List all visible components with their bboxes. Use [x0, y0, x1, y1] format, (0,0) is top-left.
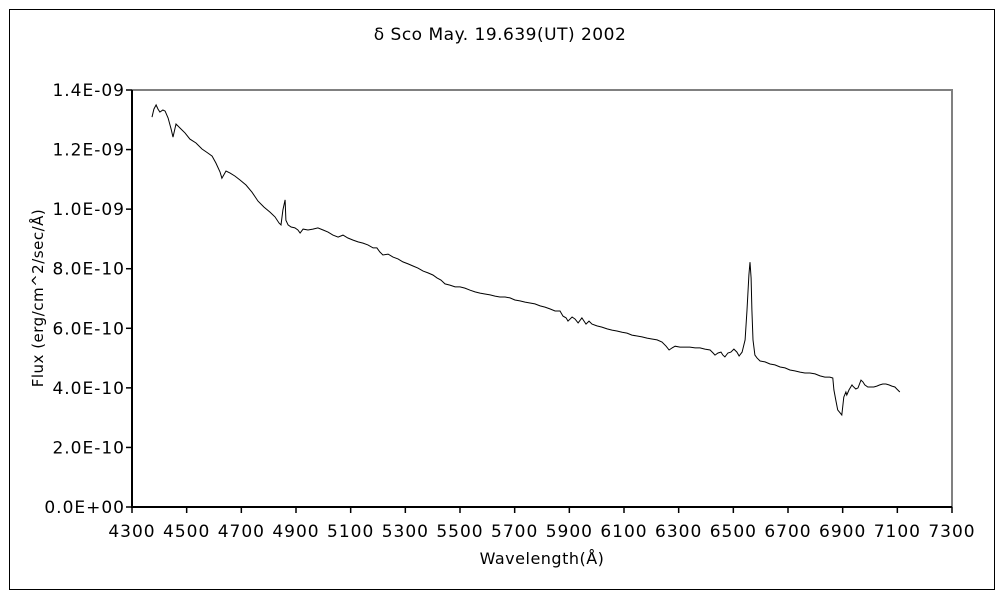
spectrum-line: [151, 103, 901, 417]
x-tick-label: 4500: [163, 522, 210, 542]
y-tick-label: 6.0E-10: [52, 319, 125, 339]
x-tick-label: 7300: [928, 522, 975, 542]
x-tick-label: 4700: [218, 522, 265, 542]
chart-title: δ Sco May. 19.639(UT) 2002: [373, 25, 627, 45]
x-tick-label: 4900: [272, 522, 319, 542]
x-tick-label: 7100: [874, 522, 921, 542]
y-tick-label: 0.0E+00: [44, 498, 125, 518]
x-tick-label: 6300: [655, 522, 702, 542]
x-tick-label: 5500: [436, 522, 483, 542]
plot-frame: [132, 89, 953, 507]
x-axis-label: Wavelength(Å): [479, 549, 605, 568]
y-tick-label: 1.4E-09: [52, 81, 125, 101]
x-tick-label: 6100: [600, 522, 647, 542]
x-tick-label: 5300: [382, 522, 429, 542]
outer-border: [9, 9, 995, 590]
x-tick-label: 5700: [491, 522, 538, 542]
y-tick-label: 1.0E-09: [52, 200, 125, 220]
x-tick-label: 6900: [819, 522, 866, 542]
x-tick-label: 5100: [327, 522, 374, 542]
x-tick-label: 5900: [546, 522, 593, 542]
x-tick-label: 6700: [764, 522, 811, 542]
x-tick-label: 4300: [108, 522, 155, 542]
y-tick-label: 4.0E-10: [52, 379, 125, 399]
y-tick-label: 8.0E-10: [52, 260, 125, 280]
y-tick-label: 2.0E-10: [52, 438, 125, 458]
y-tick-label: 1.2E-09: [52, 141, 125, 161]
x-tick-label: 6500: [710, 522, 757, 542]
